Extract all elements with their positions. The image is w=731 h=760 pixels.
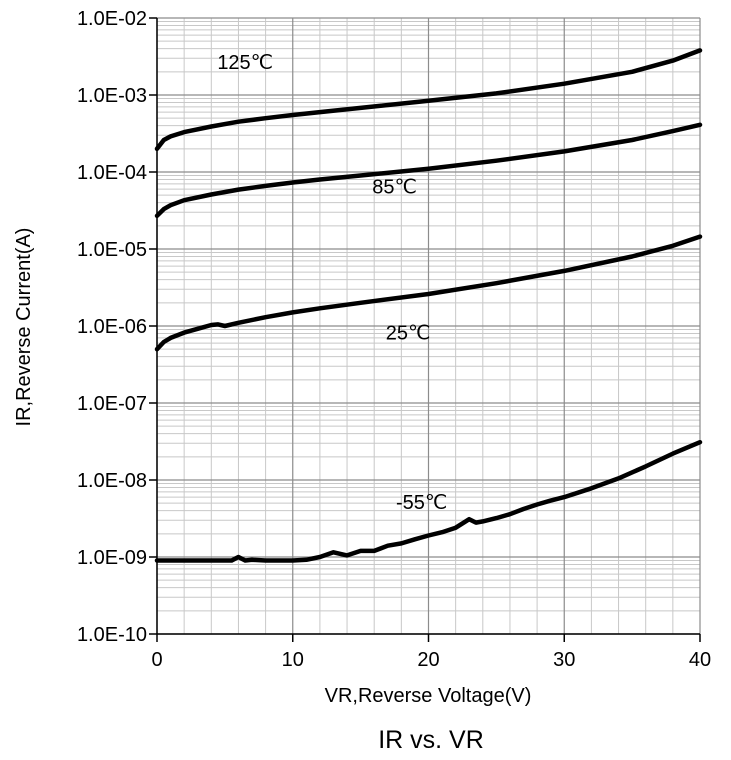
series-line (154, 48, 703, 152)
series-label: 25℃ (386, 323, 431, 345)
x-tick-label: 40 (689, 649, 711, 671)
y-axis-label: IR,Reverse Current(A) (13, 228, 35, 427)
y-tick-label: 1.0E-06 (77, 316, 147, 338)
series-line (154, 439, 703, 563)
x-tick-label: 0 (151, 649, 162, 671)
x-tick-label: 20 (417, 649, 439, 671)
y-tick-label: 1.0E-07 (77, 393, 147, 415)
series-label: -55℃ (396, 492, 447, 514)
series-label: 125℃ (217, 52, 273, 74)
y-tick-label: 1.0E-04 (77, 162, 147, 184)
x-tick-label: 10 (282, 649, 304, 671)
x-tick-labels: 0 10 20 30 40 (151, 649, 711, 671)
y-tick-label: 1.0E-02 (77, 8, 147, 30)
axes (149, 17, 701, 642)
x-tick-label: 30 (553, 649, 575, 671)
series-line (154, 234, 703, 352)
series-layer (154, 48, 703, 563)
series-line (154, 122, 703, 219)
x-axis-label: VR,Reverse Voltage(V) (325, 685, 532, 707)
curve-labels: 125℃ 85℃ 25℃ -55℃ (217, 52, 447, 514)
y-tick-label: 1.0E-05 (77, 239, 147, 261)
y-tick-label: 1.0E-03 (77, 85, 147, 107)
series-label: 85℃ (372, 176, 417, 198)
y-tick-labels: 1.0E-10 1.0E-09 1.0E-08 1.0E-07 1.0E-06 1.0E-… (77, 8, 147, 646)
y-tick-label: 1.0E-09 (77, 547, 147, 569)
chart-caption: IR vs. VR (378, 726, 484, 754)
y-tick-label: 1.0E-10 (77, 624, 147, 646)
y-tick-label: 1.0E-08 (77, 470, 147, 492)
